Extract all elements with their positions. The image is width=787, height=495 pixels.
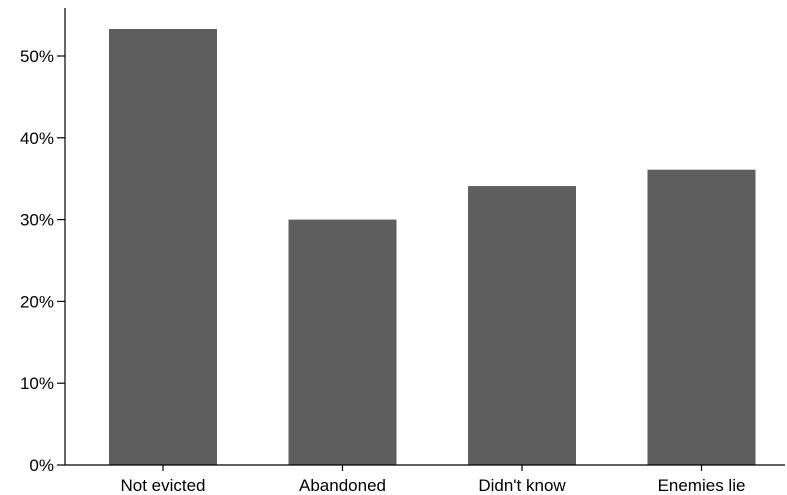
y-tick-label: 40%	[20, 129, 54, 148]
bar-didn-t-know	[468, 186, 576, 465]
y-tick-label: 10%	[20, 374, 54, 393]
y-ticks-group: 0% 10% 20% 30% 40% 50%	[20, 47, 65, 475]
bar-abandoned	[288, 219, 397, 465]
bars-group	[109, 29, 756, 465]
x-tick-label: Abandoned	[299, 476, 386, 495]
y-tick-label: 30%	[20, 211, 54, 230]
x-tick-label: Not evicted	[120, 476, 205, 495]
x-tick-label: Enemies lie	[658, 476, 746, 495]
x-labels-group: Not evicted Abandoned Didn't know Enemies l…	[120, 465, 745, 495]
bar-not-evicted	[109, 29, 217, 465]
x-tick-label: Didn't know	[478, 476, 566, 495]
y-tick-label: 20%	[20, 292, 54, 311]
bar-enemies-lie	[647, 169, 756, 465]
y-tick-label: 50%	[20, 47, 54, 66]
y-tick-label: 0%	[29, 456, 54, 475]
